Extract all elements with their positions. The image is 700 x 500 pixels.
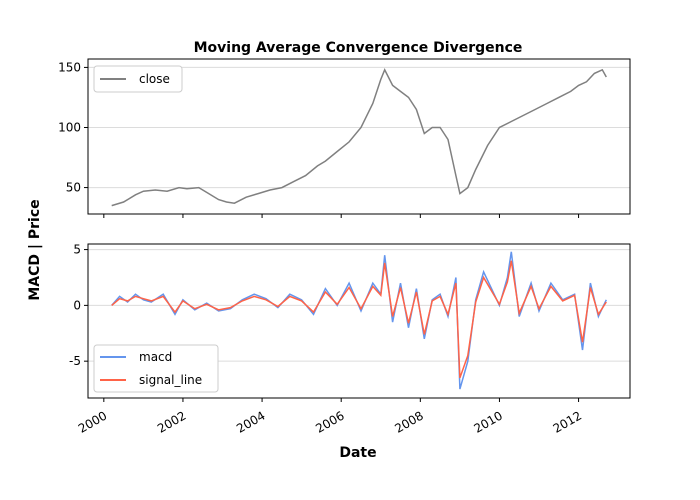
chart-title: Moving Average Convergence Divergence: [194, 40, 523, 56]
date-x-ticks: 2000 2002 2004 2006 2008 2010 2012: [76, 214, 584, 436]
y-tick-label: 50: [66, 181, 81, 195]
x-tick-label: 2000: [76, 408, 109, 435]
signal-line-series-line: [111, 260, 607, 379]
legend-macd-label: macd: [139, 350, 172, 364]
x-tick-label: 2004: [234, 408, 267, 435]
price-legend-box: [93, 65, 183, 93]
y-tick-label: 100: [58, 120, 81, 134]
price-legend: close: [93, 65, 183, 93]
y-axis-label: MACD | Price: [27, 199, 43, 300]
x-tick-label: 2006: [313, 408, 346, 435]
macd-y-ticks: -5 0 5: [69, 243, 88, 368]
macd-panel: -5 0 5 2000 2002 2004 2006 2008 2010 2012 macd s…: [69, 214, 631, 461]
x-tick-label: 2008: [392, 408, 425, 435]
macd-axes-frame: [87, 243, 631, 399]
x-tick-label: 2002: [155, 408, 188, 435]
macd-legend: macd signal_line: [93, 344, 219, 393]
legend-signal-label: signal_line: [139, 373, 202, 387]
price-panel: Moving Average Convergence Divergence 50…: [58, 40, 631, 215]
price-y-ticks: 50 100 150: [58, 60, 88, 195]
y-tick-label: 150: [58, 60, 81, 74]
y-tick-label: -5: [69, 354, 81, 368]
price-axes-frame: [87, 58, 631, 215]
y-tick-label: 0: [73, 298, 81, 312]
x-tick-label: 2010: [471, 408, 504, 435]
y-tick-label: 5: [73, 243, 81, 257]
x-tick-label: 2012: [551, 408, 584, 435]
legend-close-label: close: [139, 72, 170, 86]
x-axis-label: Date: [339, 445, 376, 461]
close-series-line: [111, 67, 607, 207]
